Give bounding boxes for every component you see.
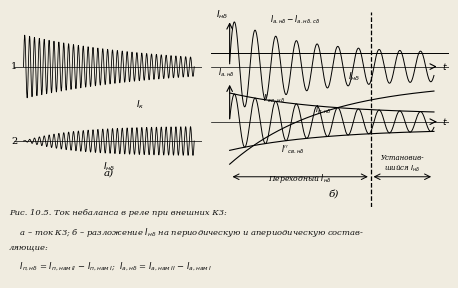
Text: $I_\kappa$: $I_\kappa$ <box>136 99 145 111</box>
Text: ляющие:: ляющие: <box>9 243 49 251</box>
Text: $I_{н\delta}$: $I_{н\delta}$ <box>216 8 228 20</box>
Text: $I_{н\delta}$: $I_{н\delta}$ <box>349 71 361 83</box>
Text: Установив-
шийся $I_{н\delta}$: Установив- шийся $I_{н\delta}$ <box>381 154 424 174</box>
Text: $I'_{св.н\delta}$: $I'_{св.н\delta}$ <box>263 92 285 105</box>
Text: 2: 2 <box>11 137 17 145</box>
Text: а – ток КЗ; б – разложение $I_{н\delta}$ на периодическую и апериодическую соста: а – ток КЗ; б – разложение $I_{н\delta}$… <box>9 226 364 239</box>
Text: $t$: $t$ <box>442 61 448 72</box>
Text: $I_{п.н\delta}$: $I_{п.н\delta}$ <box>315 103 332 116</box>
Text: Переходный $I_{н\delta}$: Переходный $I_{н\delta}$ <box>268 172 332 185</box>
Text: 1: 1 <box>11 62 17 71</box>
Text: $I_{п,н\delta}$ = $I_{п,нам\,II}$ $-$ $I_{п,нам\,I}$;  $I_{а,н\delta}$ = $I_{а,н: $I_{п,н\delta}$ = $I_{п,нам\,II}$ $-$ $I… <box>9 261 212 273</box>
Text: $I_{а.н\delta}-I_{а.н\delta.с\delta}$: $I_{а.н\delta}-I_{а.н\delta.с\delta}$ <box>270 14 321 26</box>
Text: $t$: $t$ <box>442 116 448 127</box>
Text: $I_{а.н\delta}$: $I_{а.н\delta}$ <box>218 67 235 79</box>
Text: $I''_{св.н\delta}$: $I''_{св.н\delta}$ <box>281 143 305 156</box>
Text: а): а) <box>104 169 114 178</box>
Text: Рис. 10.5. Ток небаланса в реле при внешних КЗ:: Рис. 10.5. Ток небаланса в реле при внеш… <box>9 209 227 217</box>
Text: б): б) <box>328 190 338 199</box>
Text: $I_{н\delta}$: $I_{н\delta}$ <box>103 161 115 173</box>
